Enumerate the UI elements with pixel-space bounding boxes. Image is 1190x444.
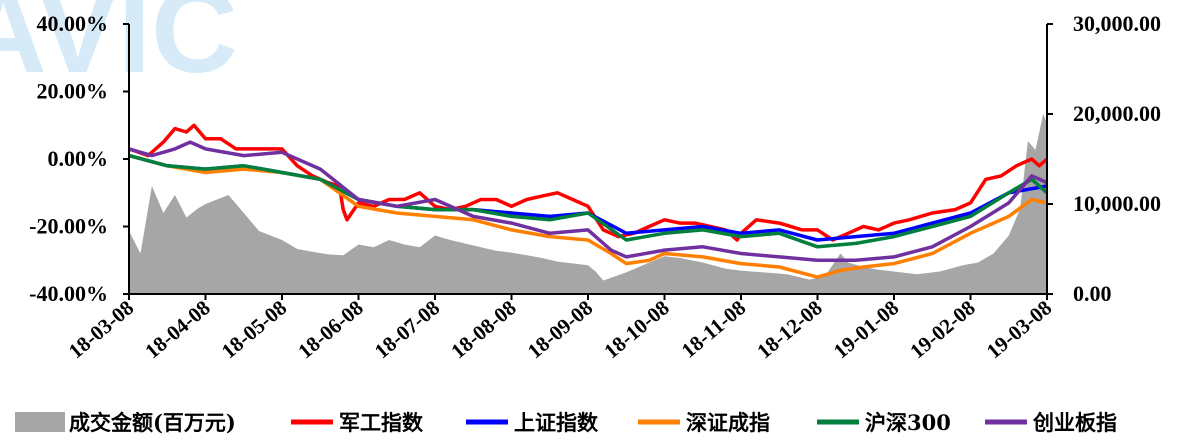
y-right-tick-label: 30,000.00 bbox=[1073, 11, 1161, 36]
y-right-tick-label: 20,000.00 bbox=[1073, 101, 1161, 126]
x-tick-label: 19-01-08 bbox=[829, 295, 903, 363]
x-tick-label: 18-05-08 bbox=[217, 295, 291, 363]
y-left-tick-label: -40.00% bbox=[29, 281, 108, 306]
legend-label: 军工指数 bbox=[339, 410, 424, 435]
legend-label: 上证指数 bbox=[514, 410, 599, 435]
x-tick-label: 18-07-08 bbox=[370, 295, 444, 363]
series-line-0 bbox=[128, 123, 1049, 242]
series-成交金额 bbox=[129, 114, 1047, 294]
legend-label: 创业板指 bbox=[1032, 410, 1117, 435]
legend-label: 成交金额(百万元) bbox=[69, 410, 236, 435]
y-left-tick-label: 20.00% bbox=[37, 79, 109, 104]
series-line-3 bbox=[128, 153, 1049, 249]
legend-label: 沪深300 bbox=[865, 410, 951, 435]
x-tick-label: 19-02-08 bbox=[905, 295, 979, 363]
legend: 成交金额(百万元) 军工指数 上证指数 深证成指 沪深300 创业板指 bbox=[15, 410, 1117, 435]
y-left-tick-label: -20.00% bbox=[29, 214, 108, 239]
index-lines-layer bbox=[128, 123, 1049, 279]
x-tick-label: 18-10-08 bbox=[599, 295, 673, 363]
x-tick-label: 19-03-08 bbox=[982, 295, 1056, 363]
legend-label: 深证成指 bbox=[686, 410, 770, 435]
turnover-area-layer bbox=[129, 114, 1047, 294]
x-tick-label: 18-04-08 bbox=[140, 295, 214, 363]
x-tick-label: 18-06-08 bbox=[293, 295, 367, 363]
y-left-tick-label: 40.00% bbox=[37, 11, 109, 36]
y-right-tick-label: 0.00 bbox=[1073, 281, 1112, 306]
series-line-4 bbox=[128, 140, 1048, 263]
x-tick-label: 18-09-08 bbox=[523, 295, 597, 363]
y-right-tick-label: 10,000.00 bbox=[1073, 191, 1161, 216]
legend-swatch-box bbox=[15, 412, 65, 432]
avic-watermark: AVIC bbox=[0, 0, 238, 98]
x-tick-label: 18-08-08 bbox=[446, 295, 520, 363]
x-tick-label: 18-12-08 bbox=[752, 295, 826, 363]
x-tick-label: 18-11-08 bbox=[677, 295, 751, 362]
y-left-tick-label: 0.00% bbox=[48, 146, 109, 171]
